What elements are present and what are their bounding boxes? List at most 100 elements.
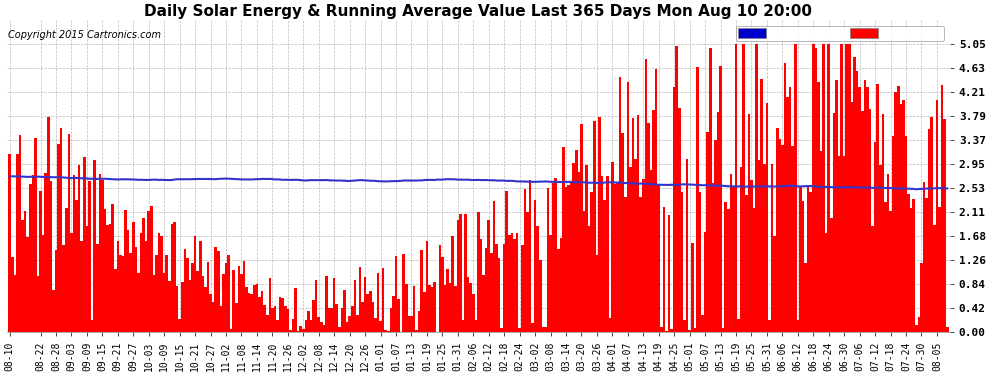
Bar — [315, 279, 318, 332]
Bar — [546, 188, 549, 332]
Bar — [150, 206, 152, 332]
Bar — [374, 318, 376, 332]
Bar — [794, 44, 797, 332]
Bar — [279, 297, 281, 332]
Bar — [590, 192, 593, 332]
Bar — [503, 243, 506, 332]
Bar — [928, 129, 931, 332]
Bar — [421, 250, 423, 332]
Bar — [243, 261, 246, 332]
Bar — [519, 328, 521, 332]
Bar — [405, 284, 408, 332]
Bar — [570, 183, 572, 332]
Bar — [310, 320, 312, 332]
Bar — [516, 233, 519, 332]
Bar — [125, 210, 127, 332]
Bar — [431, 287, 434, 332]
Bar — [845, 44, 848, 332]
Bar — [606, 176, 609, 332]
Bar — [253, 285, 255, 332]
Bar — [747, 114, 750, 332]
Bar — [642, 179, 644, 332]
Bar — [117, 241, 119, 332]
Bar — [786, 97, 789, 332]
Bar — [312, 300, 315, 332]
Bar — [112, 204, 114, 332]
Bar — [199, 241, 202, 332]
Bar — [47, 117, 50, 332]
Bar — [619, 77, 622, 332]
Bar — [371, 302, 374, 332]
Bar — [564, 187, 567, 332]
Bar — [127, 230, 130, 332]
Bar — [675, 46, 678, 332]
Bar — [350, 306, 353, 332]
Bar — [212, 302, 215, 332]
Bar — [910, 208, 913, 332]
Bar — [838, 156, 841, 332]
Bar — [439, 245, 442, 332]
Bar — [598, 117, 601, 332]
Bar — [722, 328, 725, 332]
Bar — [920, 262, 923, 332]
Bar — [40, 191, 42, 332]
Bar — [426, 241, 429, 332]
Bar — [456, 220, 459, 332]
Bar — [189, 280, 191, 332]
Bar — [773, 236, 776, 332]
Bar — [416, 330, 418, 332]
Bar — [376, 273, 379, 332]
Bar — [434, 282, 436, 332]
Bar — [446, 269, 448, 332]
Bar — [588, 226, 590, 332]
Bar — [305, 320, 307, 332]
Bar — [940, 85, 943, 332]
Bar — [101, 180, 104, 332]
Bar — [557, 249, 559, 332]
Bar — [467, 277, 469, 332]
Bar — [539, 260, 542, 332]
Bar — [850, 102, 853, 332]
Bar — [784, 63, 786, 332]
Bar — [750, 180, 752, 332]
Bar — [138, 273, 140, 332]
Bar — [24, 211, 27, 332]
Bar — [54, 251, 57, 332]
Bar — [632, 118, 635, 332]
Bar — [629, 167, 632, 332]
Bar — [649, 170, 652, 332]
Bar — [34, 138, 37, 332]
Bar — [395, 256, 397, 332]
Bar — [879, 165, 881, 332]
Bar — [176, 286, 178, 332]
Bar — [943, 119, 945, 332]
Bar — [88, 181, 91, 332]
Bar — [444, 285, 446, 332]
Bar — [194, 237, 196, 332]
Bar — [152, 275, 155, 332]
Bar — [346, 322, 348, 332]
Bar — [709, 48, 712, 332]
Bar — [78, 165, 80, 332]
Bar — [67, 135, 70, 332]
Bar — [755, 44, 758, 332]
Bar — [302, 329, 305, 332]
Bar — [881, 114, 884, 332]
Bar — [299, 326, 302, 332]
Bar — [707, 132, 709, 332]
Bar — [830, 218, 833, 332]
Bar — [114, 269, 117, 332]
Bar — [575, 150, 577, 332]
Bar — [72, 175, 75, 332]
Bar — [714, 140, 717, 332]
Bar — [614, 184, 616, 332]
Bar — [21, 220, 24, 332]
Bar — [448, 282, 451, 332]
Bar — [204, 287, 207, 332]
Bar — [799, 187, 802, 332]
Bar — [894, 92, 897, 332]
Bar — [477, 211, 480, 332]
Bar — [668, 215, 670, 332]
Bar — [861, 111, 863, 332]
Bar — [464, 214, 467, 332]
